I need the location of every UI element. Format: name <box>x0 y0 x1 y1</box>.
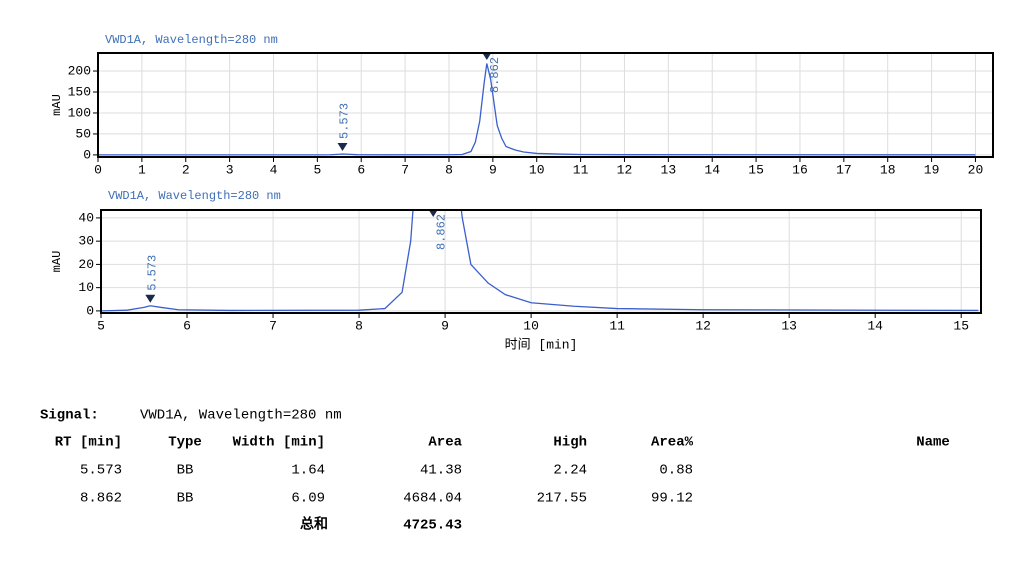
x-tick-label: 20 <box>968 162 984 177</box>
x-tick-label: 5 <box>313 162 321 177</box>
x-tick-label: 6 <box>357 162 365 177</box>
x-tick-label: 14 <box>704 162 720 177</box>
table-cell: 2.24 <box>553 463 587 479</box>
peak-label: 8.862 <box>434 214 448 250</box>
table-header: RT [min] <box>55 435 122 451</box>
x-tick-label: 15 <box>953 318 969 333</box>
table-header: Name <box>916 435 950 451</box>
y-tick-label: 30 <box>78 234 94 249</box>
x-tick-label: 8 <box>445 162 453 177</box>
x-tick-label: 3 <box>226 162 234 177</box>
y-tick-label: 150 <box>68 84 91 99</box>
trace <box>101 210 979 312</box>
chart-title: VWD1A, Wavelength=280 nm <box>105 33 278 47</box>
x-axis-label: 时间 [min] <box>505 337 578 352</box>
x-tick-label: 9 <box>489 162 497 177</box>
signal: VWD1A, Wavelength=280 nm <box>140 408 342 424</box>
total: 4725.43 <box>403 518 462 534</box>
y-tick-label: 200 <box>68 63 91 78</box>
table-header: Width [min] <box>233 435 325 451</box>
x-tick-label: 12 <box>617 162 633 177</box>
x-tick-label: 11 <box>609 318 625 333</box>
plot-frame <box>97 52 994 158</box>
x-tick-label: 13 <box>661 162 677 177</box>
plot-frame <box>100 209 982 314</box>
y-axis-label: mAU <box>50 94 64 116</box>
y-tick-label: 50 <box>75 126 91 141</box>
peak-label: 8.862 <box>488 57 502 93</box>
x-tick-label: 18 <box>880 162 896 177</box>
x-tick-label: 13 <box>781 318 797 333</box>
x-tick-label: 9 <box>441 318 449 333</box>
x-tick-label: 17 <box>836 162 852 177</box>
table-cell: 1.64 <box>291 463 325 479</box>
x-tick-label: 12 <box>695 318 711 333</box>
y-tick-label: 0 <box>83 147 91 162</box>
total-label: 总和 <box>300 516 328 534</box>
table-header: Area% <box>651 435 694 451</box>
x-tick-label: 14 <box>867 318 883 333</box>
table-cell: 99.12 <box>651 491 693 507</box>
x-tick-label: 10 <box>523 318 539 333</box>
peak-label: 5.573 <box>338 103 352 139</box>
peak-label: 5.573 <box>145 255 159 291</box>
table-cell: 0.88 <box>659 463 693 479</box>
x-tick-label: 11 <box>573 162 589 177</box>
x-tick-label: 2 <box>182 162 190 177</box>
table-cell: BB <box>177 463 194 479</box>
x-tick-label: 7 <box>269 318 277 333</box>
x-tick-label: 8 <box>355 318 363 333</box>
x-tick-label: 4 <box>270 162 278 177</box>
y-axis-label: mAU <box>50 251 64 273</box>
table-cell: 217.55 <box>537 491 587 507</box>
table-cell: 8.862 <box>80 491 122 507</box>
y-tick-label: 20 <box>78 257 94 272</box>
x-tick-label: 16 <box>792 162 808 177</box>
y-tick-label: 100 <box>68 105 91 120</box>
x-tick-label: 5 <box>97 318 105 333</box>
table-cell: BB <box>177 491 194 507</box>
peak-marker <box>337 142 348 151</box>
signal-label: Signal: <box>40 408 99 424</box>
x-tick-label: 15 <box>748 162 764 177</box>
peak-marker <box>145 294 156 303</box>
x-tick-label: 19 <box>924 162 940 177</box>
table-cell: 5.573 <box>80 463 122 479</box>
x-tick-label: 1 <box>138 162 146 177</box>
x-tick-label: 10 <box>529 162 545 177</box>
x-tick-label: 6 <box>183 318 191 333</box>
x-tick-label: 7 <box>401 162 409 177</box>
x-tick-label: 0 <box>94 162 102 177</box>
y-tick-label: 0 <box>86 303 94 318</box>
table-header: Area <box>428 435 462 451</box>
table-cell: 41.38 <box>420 463 462 479</box>
y-tick-label: 40 <box>78 210 94 225</box>
table-header: High <box>553 435 587 451</box>
trace <box>98 63 976 156</box>
chart-title: VWD1A, Wavelength=280 nm <box>108 189 281 203</box>
table-cell: 4684.04 <box>403 491 462 507</box>
table-header: Type <box>168 435 202 451</box>
y-tick-label: 10 <box>78 280 94 295</box>
table-cell: 6.09 <box>291 491 325 507</box>
